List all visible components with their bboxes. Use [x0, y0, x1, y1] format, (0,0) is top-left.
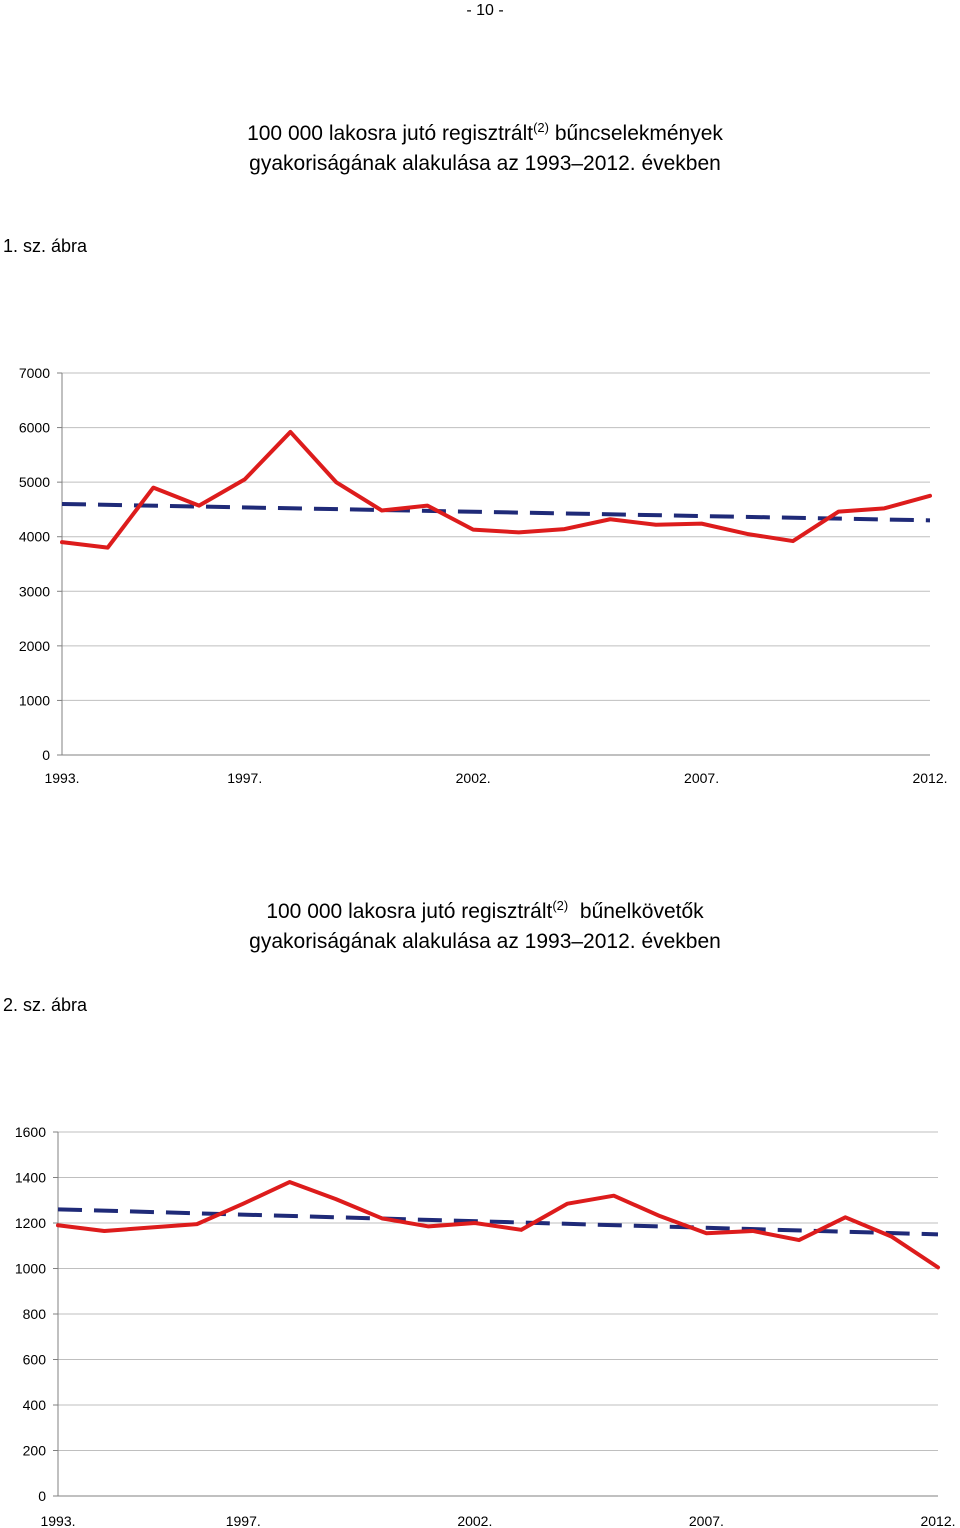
chart-2-y-tick-label: 0	[38, 1488, 46, 1504]
chart-1-x-tick-label: 1993.	[44, 770, 79, 786]
chart-2-title: 100 000 lakosra jutó regisztrált(2) bűne…	[0, 891, 960, 957]
chart-2-y-tick-label: 1200	[15, 1215, 46, 1231]
chart-1-y-tick-label: 3000	[19, 583, 50, 599]
chart-2-trendline	[57, 1207, 939, 1237]
chart-2-title-superscript: (2)	[552, 898, 569, 913]
chart-1-trendline	[61, 501, 931, 523]
chart-1-title-line-1: 100 000 lakosra jutó regisztrált(2) bűnc…	[247, 120, 723, 145]
chart-2-figure-label: 2. sz. ábra	[3, 995, 88, 1015]
chart-1-x-tick-label: 2002.	[456, 770, 491, 786]
chart-1-y-tick-label: 4000	[19, 529, 50, 545]
chart-2-title-line-1: 100 000 lakosra jutó regisztrált(2) bűne…	[266, 898, 704, 923]
chart-2-plot: 0 200 400 600 800 1000 1200 1400 1600 1993. 1997. 2…	[15, 1124, 956, 1528]
chart-1-y-tick-label: 6000	[19, 420, 50, 436]
chart-1-x-tick-label: 2012.	[912, 770, 947, 786]
chart-1-plot: 0 1000 2000 3000 4000 5000 6000 7000 1993. 1997. 2…	[19, 365, 948, 786]
chart-2-y-tick-label: 200	[23, 1443, 47, 1459]
chart-1-y-tick-label: 1000	[19, 692, 50, 708]
chart-2-series-line	[56, 1180, 940, 1270]
chart-1-figure-label: 1. sz. ábra	[3, 236, 88, 256]
chart-2-y-tick-label: 1000	[15, 1261, 46, 1277]
chart-2-y-tick-label: 1600	[15, 1124, 46, 1140]
chart-1-title-line-2: gyakoriságának alakulása az 1993–2012. é…	[249, 152, 721, 175]
chart-2-x-tick-label: 2012.	[920, 1513, 955, 1528]
chart-1-y-tick-label: 0	[42, 747, 50, 763]
chart-1-title-superscript: (2)	[533, 120, 549, 135]
page-number: - 10 -	[466, 2, 504, 19]
chart-2-title-line-2: gyakoriságának alakulása az 1993–2012. é…	[249, 930, 721, 953]
chart-2-x-tick-label: 1997.	[226, 1513, 261, 1528]
chart-1-x-tick-label: 2007.	[684, 770, 719, 786]
chart-2-x-tick-label: 2002.	[457, 1513, 492, 1528]
chart-1-y-tick-label: 7000	[19, 365, 50, 381]
chart-2-y-tick-label: 600	[23, 1352, 47, 1368]
chart-1-title: 100 000 lakosra jutó regisztrált(2) bűnc…	[0, 113, 960, 179]
chart-2-x-tick-label: 1993.	[40, 1513, 75, 1528]
chart-2-y-tick-label: 800	[23, 1306, 47, 1322]
chart-2-y-tick-label: 1400	[15, 1170, 46, 1186]
chart-2-y-tick-label: 400	[23, 1397, 47, 1413]
chart-1-y-tick-label: 2000	[19, 638, 50, 654]
chart-1-y-tick-label: 5000	[19, 474, 50, 490]
chart-1-series-line	[60, 429, 932, 550]
chart-2-x-tick-label: 2007.	[689, 1513, 724, 1528]
chart-1-x-tick-label: 1997.	[227, 770, 262, 786]
